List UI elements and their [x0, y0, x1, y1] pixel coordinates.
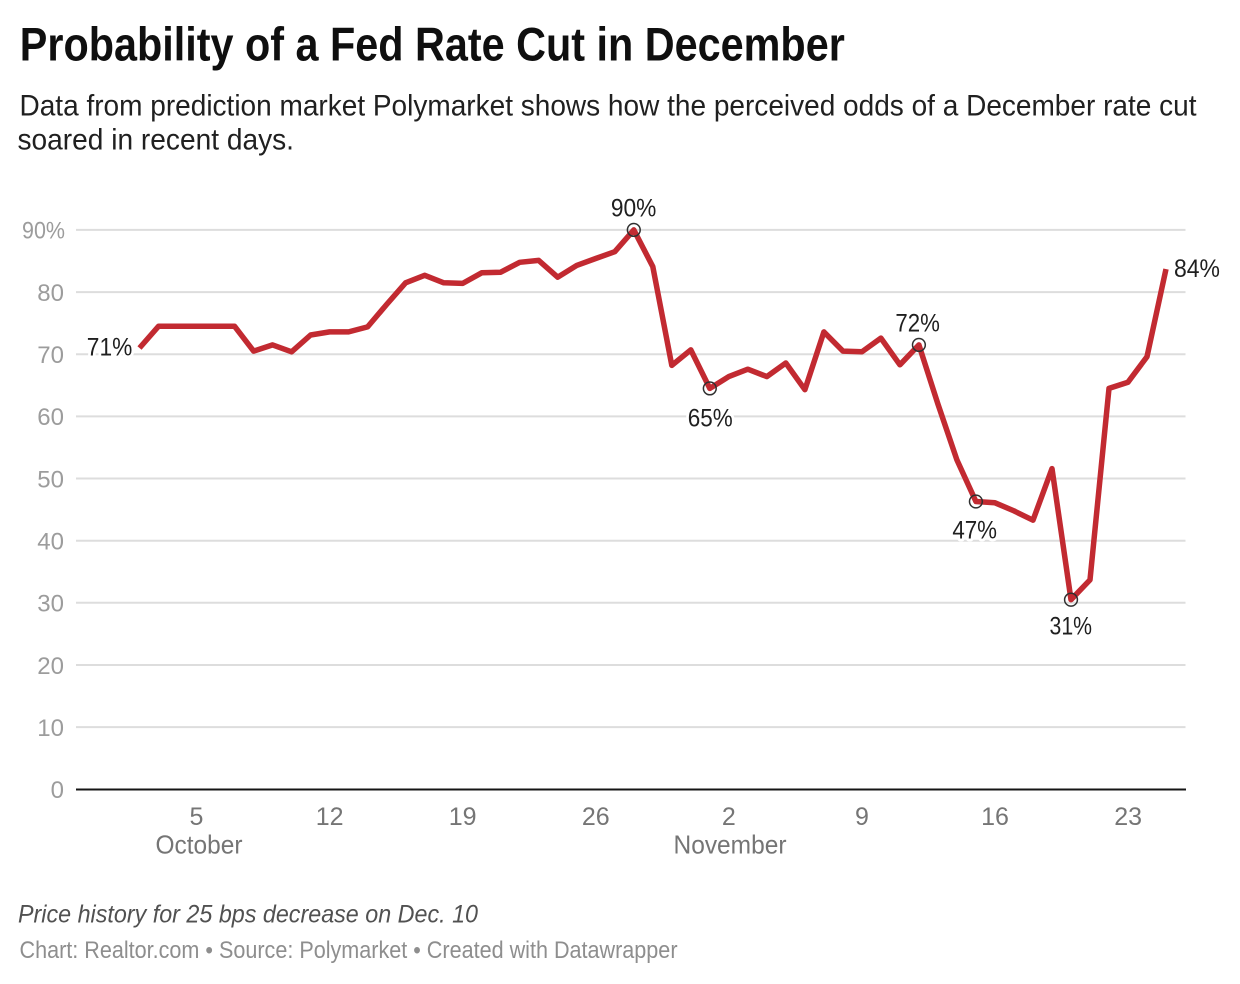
- svg-text:2: 2: [722, 803, 736, 831]
- svg-text:9: 9: [855, 803, 869, 831]
- svg-text:20: 20: [37, 653, 64, 680]
- svg-text:40: 40: [37, 529, 64, 556]
- svg-text:October: October: [156, 829, 243, 859]
- svg-text:84%: 84%: [1174, 255, 1220, 283]
- svg-text:47%: 47%: [952, 517, 997, 545]
- svg-text:60: 60: [37, 404, 64, 431]
- svg-text:Chart: Realtor.com • Source: P: Chart: Realtor.com • Source: Polymarket …: [20, 937, 678, 964]
- svg-text:71%: 71%: [87, 334, 133, 362]
- svg-text:Price history for 25 bps decre: Price history for 25 bps decrease on Dec…: [18, 900, 478, 928]
- svg-text:90%: 90%: [611, 195, 657, 223]
- svg-text:72%: 72%: [895, 309, 940, 337]
- svg-text:31%: 31%: [1050, 613, 1093, 641]
- svg-text:65%: 65%: [688, 404, 733, 432]
- svg-text:30: 30: [37, 591, 64, 618]
- svg-text:70: 70: [37, 342, 64, 369]
- svg-text:50: 50: [37, 466, 64, 493]
- svg-text:19: 19: [449, 803, 477, 831]
- svg-text:23: 23: [1114, 803, 1142, 831]
- svg-text:12: 12: [316, 803, 344, 831]
- svg-text:soared in recent days.: soared in recent days.: [18, 124, 295, 157]
- svg-text:80: 80: [37, 280, 64, 307]
- svg-text:Probability of a Fed Rate Cut: Probability of a Fed Rate Cut in Decembe…: [20, 18, 845, 71]
- svg-text:November: November: [674, 829, 787, 859]
- svg-text:16: 16: [981, 803, 1009, 831]
- svg-text:Data from prediction market Po: Data from prediction market Polymarket s…: [20, 89, 1198, 122]
- svg-text:5: 5: [190, 803, 204, 831]
- svg-text:90%: 90%: [22, 218, 65, 245]
- svg-text:0: 0: [51, 777, 64, 804]
- svg-text:10: 10: [37, 715, 64, 742]
- svg-text:26: 26: [582, 803, 610, 831]
